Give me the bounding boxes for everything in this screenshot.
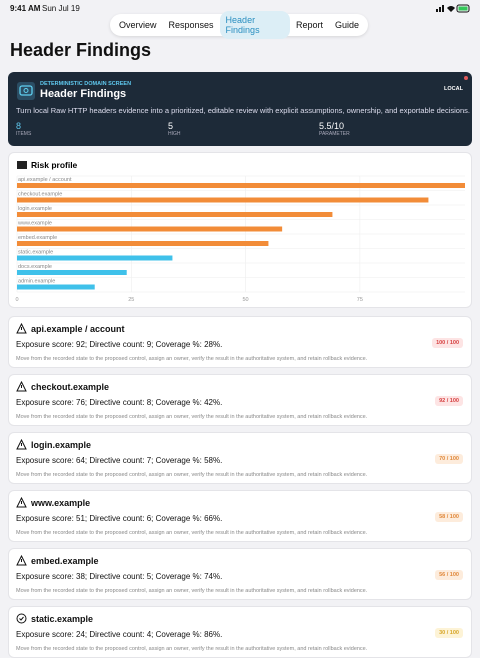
- stat-value: 8: [16, 121, 22, 131]
- finding-card[interactable]: www.example Exposure score: 51; Directiv…: [8, 490, 472, 542]
- tab-bar: Overview Responses Header Findings Repor…: [110, 11, 368, 39]
- bar: [17, 197, 429, 203]
- finding-summary: Exposure score: 76; Directive count: 8; …: [16, 398, 223, 407]
- finding-note: Move from the recorded state to the prop…: [16, 356, 368, 362]
- stat-value: 5: [168, 121, 174, 131]
- finding-card[interactable]: embed.example Exposure score: 38; Direct…: [8, 548, 472, 600]
- score-badge: 58 / 100: [435, 512, 463, 522]
- bar: [17, 270, 127, 275]
- x-tick-label: 25: [128, 297, 134, 303]
- status-icons: [436, 4, 470, 13]
- score-badge: 100 / 100: [432, 338, 463, 348]
- stat-label: ITEMS: [16, 131, 32, 137]
- warning-icon: [16, 555, 27, 566]
- screen: 9:41 AM Sun Jul 19 Overview Responses He…: [8, 4, 472, 658]
- hero-dot: [464, 76, 468, 80]
- finding-note: Move from the recorded state to the prop…: [16, 588, 368, 594]
- category-label: admin.example: [18, 279, 55, 285]
- finding-card[interactable]: checkout.example Exposure score: 76; Dir…: [8, 374, 472, 426]
- tab[interactable]: Report: [295, 20, 323, 30]
- finding-note: Move from the recorded state to the prop…: [16, 414, 368, 420]
- finding-title: login.example: [31, 440, 92, 450]
- warning-icon: [16, 323, 27, 334]
- finding-summary: Exposure score: 38; Directive count: 5; …: [16, 572, 223, 581]
- chart-card: Risk profile 0 25 50 75 api.example / accoun…: [8, 152, 472, 308]
- finding-title: static.example: [31, 614, 94, 624]
- page: {"status_bar": {"time": "9:41 AM", "date…: [8, 4, 472, 658]
- category-label: checkout.example: [18, 192, 62, 198]
- status-time: 9:41 AM: [10, 4, 41, 13]
- warning-icon: [16, 497, 27, 508]
- chart: Risk profile 0 25 50 75 api.example / accoun…: [15, 160, 465, 303]
- tab[interactable]: Guide: [334, 20, 359, 30]
- check-icon: [16, 613, 27, 624]
- score-badge: 30 / 100: [435, 628, 463, 638]
- stat-value: 5.5/10: [319, 121, 345, 131]
- category-label: docs.example: [18, 264, 52, 270]
- finding-card[interactable]: static.example Exposure score: 24; Direc…: [8, 606, 472, 658]
- finding-summary: Exposure score: 51; Directive count: 6; …: [16, 514, 223, 523]
- stat-label: PARAMETER: [319, 131, 350, 137]
- x-tick-label: 0: [15, 297, 18, 303]
- finding-card[interactable]: api.example / account Exposure score: 92…: [8, 316, 472, 368]
- warning-icon: [16, 439, 27, 450]
- finding-title: api.example / account: [31, 324, 125, 334]
- category-label: www.example: [17, 221, 52, 227]
- finding-title: embed.example: [31, 556, 99, 566]
- category-label: embed.example: [18, 235, 57, 241]
- hero-badge: LOCAL: [444, 86, 463, 92]
- finding-note: Move from the recorded state to the prop…: [16, 646, 368, 652]
- hero-icon: [17, 82, 35, 100]
- category-label: login.example: [18, 206, 52, 212]
- warning-icon: [16, 381, 27, 392]
- finding-note: Move from the recorded state to the prop…: [16, 530, 368, 536]
- tab[interactable]: Overview: [119, 20, 157, 30]
- bar: [17, 183, 465, 188]
- finding-note: Move from the recorded state to the prop…: [16, 472, 368, 478]
- tab[interactable]: Responses: [168, 20, 214, 30]
- category-label: static.example: [18, 250, 53, 256]
- finding-summary: Exposure score: 92; Directive count: 9; …: [16, 340, 223, 349]
- hero-card: DETERMINISTIC DOMAIN SCREEN Header Findi…: [8, 72, 472, 146]
- bar: [17, 226, 283, 232]
- x-tick-label: 75: [357, 297, 363, 303]
- score-badge: 56 / 100: [435, 570, 463, 580]
- status-date: Sun Jul 19: [42, 4, 80, 13]
- finding-title: checkout.example: [31, 382, 110, 392]
- score-badge: 70 / 100: [435, 454, 463, 464]
- score-badge: 92 / 100: [435, 396, 463, 406]
- finding-summary: Exposure score: 24; Directive count: 4; …: [16, 630, 223, 639]
- hero-eyebrow: DETERMINISTIC DOMAIN SCREEN: [40, 81, 132, 87]
- finding-title: www.example: [31, 498, 91, 508]
- bar: [17, 212, 333, 217]
- tab-active[interactable]: Header Findings: [219, 11, 290, 39]
- hero-title: Header Findings: [40, 88, 127, 100]
- chart-title: Risk profile: [31, 160, 78, 170]
- category-label: api.example / account: [18, 177, 72, 183]
- page-title: Header Findings: [10, 40, 152, 60]
- x-tick-label: 50: [243, 297, 249, 303]
- stat-label: HIGH: [168, 131, 181, 137]
- bar: [17, 255, 173, 261]
- bar: [17, 241, 269, 246]
- bar: [17, 284, 95, 290]
- hero-description: Turn local Raw HTTP headers evidence int…: [16, 106, 470, 115]
- finding-summary: Exposure score: 64; Directive count: 7; …: [16, 456, 223, 465]
- finding-card[interactable]: login.example Exposure score: 64; Direct…: [8, 432, 472, 484]
